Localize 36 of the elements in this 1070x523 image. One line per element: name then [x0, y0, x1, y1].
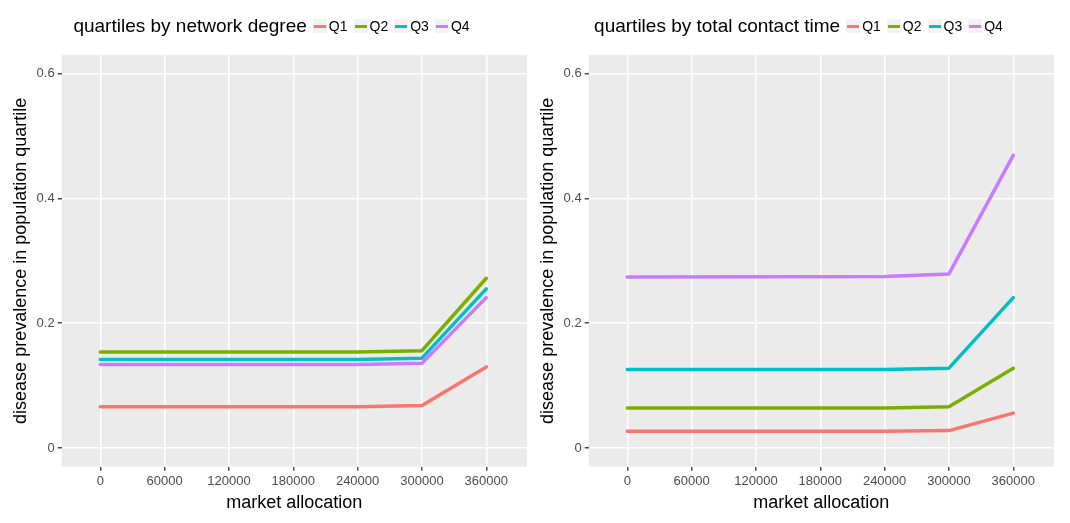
x-tick-label: 300000 — [927, 473, 971, 489]
y-axis-title: disease prevalence in population quartile — [536, 97, 557, 424]
x-tick-label: 240000 — [335, 473, 380, 489]
chart-title: quartiles by total contact time — [594, 15, 841, 37]
y-axis-title: disease prevalence in population quartile — [9, 97, 30, 424]
y-tick-label: 0.6 — [563, 65, 582, 81]
legend-label: Q2 — [902, 18, 922, 34]
legend-label: Q3 — [410, 18, 429, 34]
x-tick-label: 180000 — [798, 473, 842, 489]
x-tick-label: 60000 — [673, 473, 710, 489]
legend-label: Q2 — [369, 18, 389, 34]
legend-label: Q3 — [943, 18, 963, 34]
x-tick-label: 360000 — [464, 473, 508, 489]
y-tick-label: 0.2 — [36, 314, 55, 330]
y-tick-label: 0 — [47, 439, 55, 455]
legend-label: Q4 — [450, 18, 470, 34]
y-tick-label: 0.4 — [563, 189, 582, 205]
x-tick-label: 60000 — [146, 473, 183, 489]
y-tick-label: 0.4 — [36, 189, 55, 205]
y-tick-label: 0 — [574, 439, 582, 455]
x-tick-label: 120000 — [734, 473, 778, 489]
y-tick-label: 0.2 — [563, 314, 582, 330]
legend-label: Q1 — [328, 18, 348, 34]
x-tick-label: 360000 — [991, 473, 1035, 489]
legend-label: Q1 — [862, 18, 881, 34]
y-tick-label: 0.6 — [36, 65, 55, 81]
x-tick-label: 120000 — [207, 473, 251, 489]
x-tick-label: 0 — [623, 473, 631, 489]
x-tick-label: 300000 — [400, 473, 444, 489]
x-tick-label: 240000 — [862, 473, 907, 489]
x-tick-label: 0 — [96, 473, 104, 489]
x-axis-title: market allocation — [226, 492, 363, 513]
x-tick-label: 180000 — [271, 473, 315, 489]
legend-label: Q4 — [984, 18, 1003, 34]
chart-title: quartiles by network degree — [73, 15, 307, 37]
x-axis-title: market allocation — [753, 492, 890, 513]
